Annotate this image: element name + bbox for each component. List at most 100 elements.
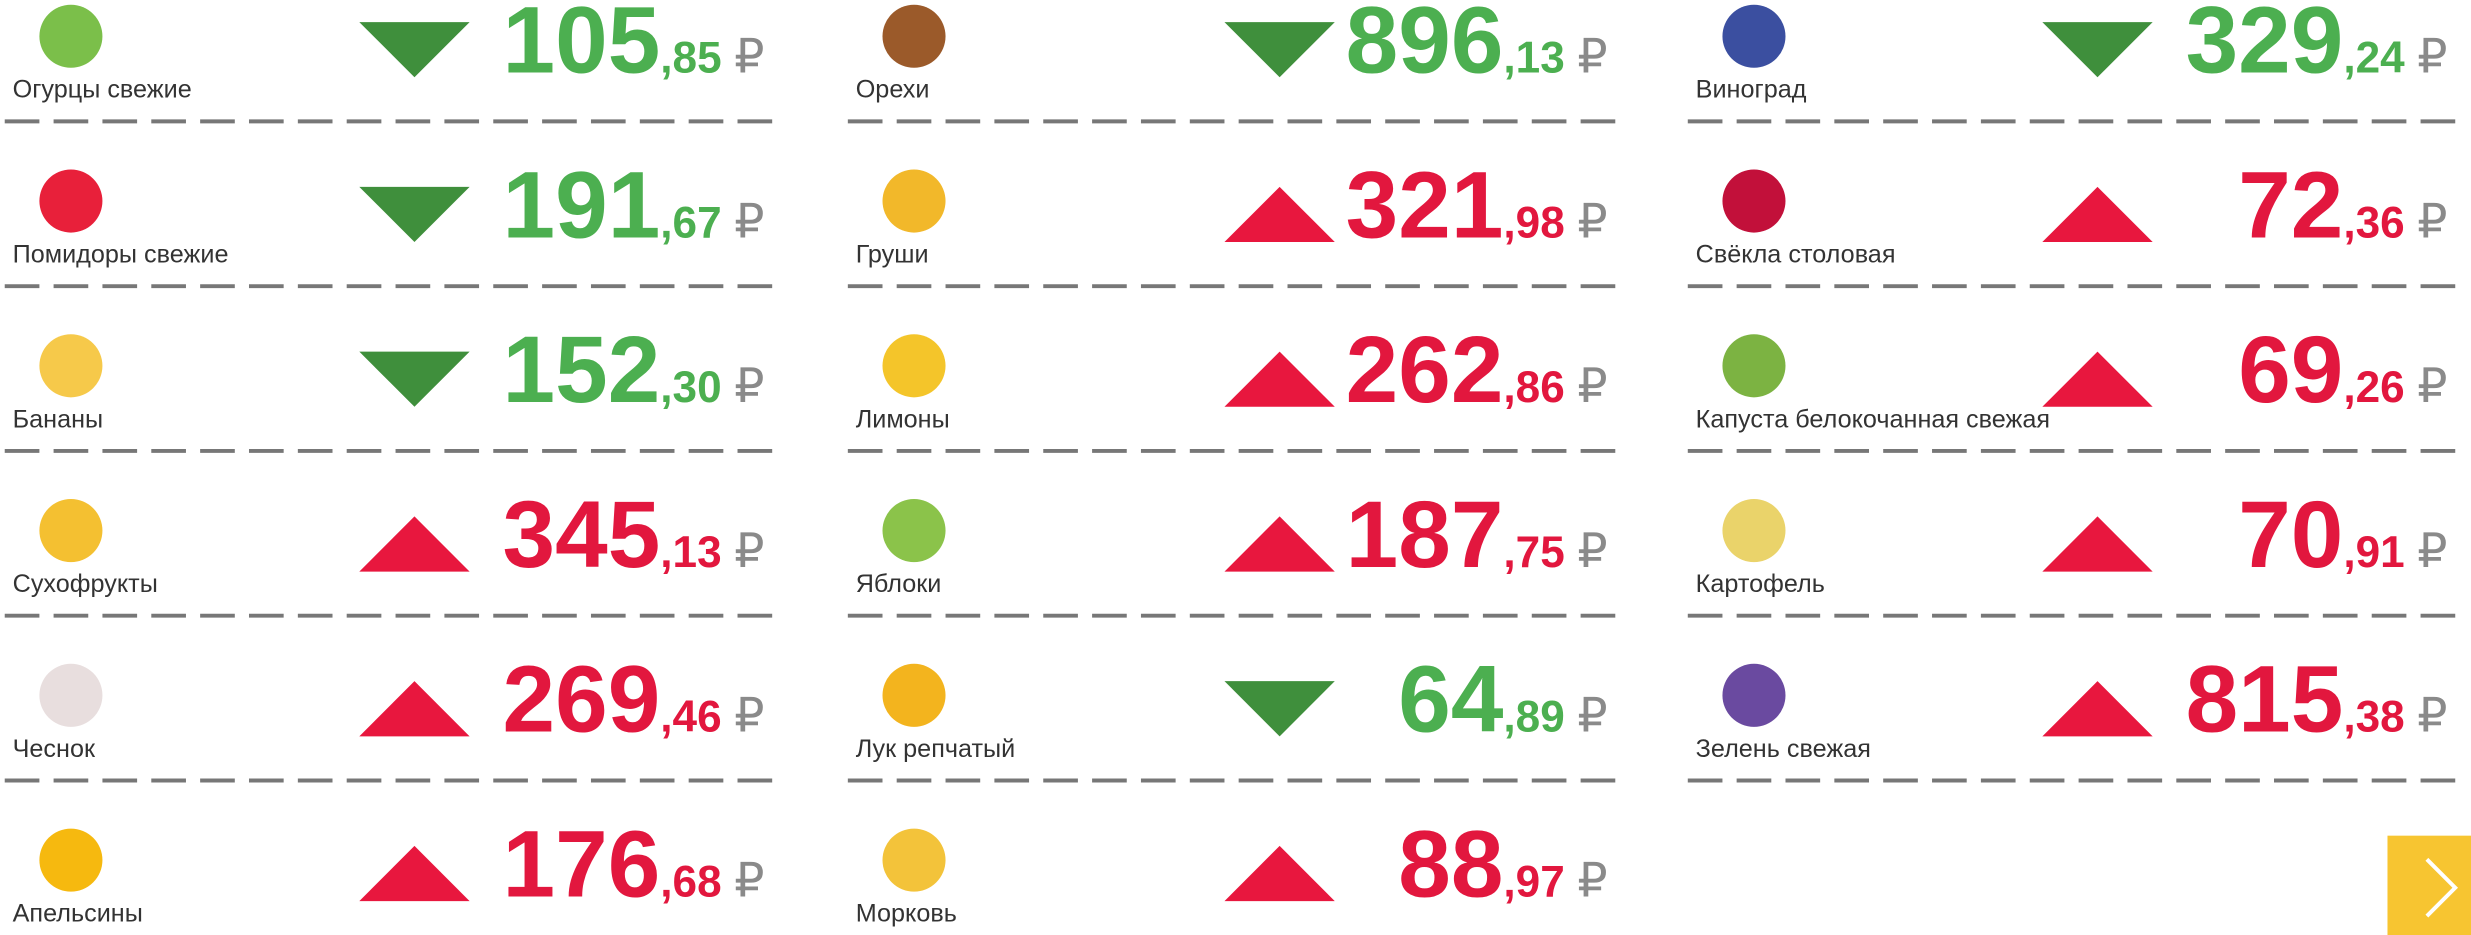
price-rub: 105 (503, 0, 661, 94)
price: 815,38 ₽ (2186, 647, 2448, 753)
product-icon (39, 4, 103, 68)
price-item: Помидоры свежие 191,67 ₽ (4, 152, 784, 289)
product-name: Лимоны (856, 405, 950, 433)
product-name: Лук репчатый (856, 735, 1016, 763)
price-kop: ,30 (660, 363, 721, 412)
price: 321,98 ₽ (1346, 152, 1608, 258)
product-icon (882, 828, 946, 892)
trend-arrow (2042, 516, 2153, 572)
product-icon (39, 663, 103, 727)
currency: ₽ (2417, 525, 2447, 578)
trend-arrow (2042, 186, 2153, 243)
trend-arrow (1224, 681, 1335, 737)
price: 152,30 ₽ (503, 317, 765, 423)
price-rub: 329 (2186, 0, 2344, 94)
product-icon (1722, 663, 1786, 727)
product-name: Капуста белокочанная свежая (1696, 405, 2050, 433)
next-chevron[interactable] (2425, 857, 2459, 918)
product-icon (39, 334, 103, 398)
price-kop: ,91 (2343, 528, 2404, 577)
price-kop: ,38 (2343, 693, 2404, 742)
price: 262,86 ₽ (1346, 317, 1608, 423)
price-rub: 815 (2186, 647, 2344, 753)
price: 70,91 ₽ (2238, 482, 2447, 588)
price: 191,67 ₽ (503, 152, 765, 258)
currency: ₽ (734, 690, 764, 743)
currency: ₽ (1577, 690, 1607, 743)
price-rub: 191 (503, 152, 661, 258)
product-name: Морковь (856, 900, 957, 928)
product-name: Огурцы свежие (13, 76, 192, 104)
price-kop: ,26 (2343, 363, 2404, 412)
price-kop: ,89 (1503, 693, 1564, 742)
product-icon (882, 4, 946, 68)
trend-arrow (2042, 681, 2153, 737)
currency: ₽ (1577, 525, 1607, 578)
next-button[interactable] (2387, 835, 2471, 935)
price-item: Сухофрукты 345,13 ₽ (4, 482, 784, 618)
price-rub: 269 (503, 647, 661, 753)
currency: ₽ (734, 525, 764, 578)
product-icon (39, 828, 103, 892)
price-item: Виноград 329,24 ₽ (1687, 0, 2467, 124)
trend-arrow (359, 351, 470, 407)
next-button-bg[interactable] (2387, 835, 2471, 935)
product-name: Орехи (856, 76, 930, 104)
price: 69,26 ₽ (2238, 317, 2447, 423)
currency: ₽ (2417, 360, 2447, 413)
price-item: Капуста белокочанная свежая 69,26 ₽ (1687, 317, 2467, 453)
product-name: Груши (856, 241, 929, 269)
trend-arrow (359, 681, 470, 737)
price-rub: 69 (2238, 317, 2343, 423)
currency: ₽ (1577, 195, 1607, 248)
price: 176,68 ₽ (503, 811, 765, 917)
trend-arrow (2042, 351, 2153, 407)
product-icon (882, 663, 946, 727)
trend-arrow (359, 186, 470, 243)
product-name: Зелень свежая (1696, 735, 1871, 763)
trend-arrow (1224, 22, 1335, 78)
product-name: Чеснок (13, 735, 96, 763)
product-name: Помидоры свежие (13, 241, 229, 269)
price-kop: ,24 (2343, 34, 2405, 83)
product-name: Картофель (1696, 570, 1825, 598)
currency: ₽ (734, 854, 764, 907)
price: 896,13 ₽ (1346, 0, 1608, 94)
product-name: Яблоки (856, 570, 942, 598)
price-rub: 88 (1398, 811, 1503, 917)
price-rub: 176 (503, 811, 661, 917)
price: 269,46 ₽ (503, 647, 765, 753)
price-rub: 345 (503, 482, 661, 588)
price-item: Груши 321,98 ₽ (847, 152, 1627, 289)
price-kop: ,75 (1503, 528, 1564, 577)
price-kop: ,85 (660, 34, 721, 83)
price-kop: ,36 (2343, 198, 2404, 247)
price-kop: ,13 (660, 528, 721, 577)
price-item: Лимоны 262,86 ₽ (847, 317, 1627, 453)
price: 64,89 ₽ (1398, 647, 1607, 753)
price: 88,97 ₽ (1398, 811, 1607, 917)
product-icon (1722, 169, 1786, 233)
price-kop: ,86 (1503, 363, 1564, 412)
product-icon (1722, 4, 1786, 68)
price-kop: ,68 (660, 857, 721, 906)
price-item: Картофель 70,91 ₽ (1687, 482, 2467, 618)
trend-arrow (2042, 22, 2153, 78)
price-rub: 896 (1346, 0, 1504, 94)
trend-arrow (359, 22, 470, 78)
price-rub: 262 (1346, 317, 1504, 423)
product-name: Сухофрукты (13, 570, 158, 598)
price-kop: ,46 (660, 693, 721, 742)
price-item: Орехи 896,13 ₽ (847, 0, 1627, 124)
product-name: Виноград (1696, 76, 1807, 104)
price: 72,36 ₽ (2238, 152, 2447, 258)
price: 345,13 ₽ (503, 482, 765, 588)
product-icon (882, 169, 946, 233)
price: 187,75 ₽ (1346, 482, 1608, 588)
product-icon (1722, 334, 1786, 398)
currency: ₽ (734, 195, 764, 248)
price-kop: ,67 (660, 198, 721, 247)
price-item: Чеснок 269,46 ₽ (4, 647, 784, 783)
currency: ₽ (734, 31, 764, 84)
